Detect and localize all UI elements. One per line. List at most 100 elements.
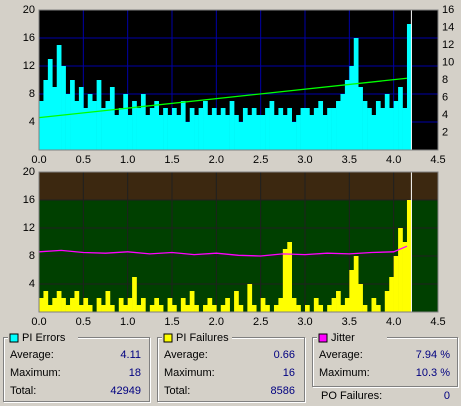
bar (132, 277, 137, 312)
bar (260, 298, 266, 312)
x-tick-label: 3.0 (297, 154, 312, 166)
bar (61, 66, 66, 150)
bar (225, 115, 230, 150)
bar (242, 108, 248, 150)
bar (118, 298, 124, 312)
bar (238, 122, 244, 150)
y-tick-label: 4 (29, 278, 35, 290)
bar (105, 101, 111, 150)
bar (362, 101, 368, 150)
y2-tick-label: 6 (442, 91, 448, 103)
bar (207, 115, 213, 150)
stat-value: 18 (129, 367, 141, 379)
bar (389, 277, 394, 312)
bar (123, 94, 128, 150)
bar (185, 305, 191, 312)
stat-value: 10.3 % (416, 367, 450, 379)
stat-label: Maximum: (10, 367, 61, 379)
bar (340, 94, 346, 150)
bar (282, 249, 288, 312)
bar (273, 305, 279, 312)
bar (313, 108, 319, 150)
x-tick-label: 0.0 (31, 154, 46, 166)
bar (78, 305, 84, 312)
stat-value: 8586 (271, 385, 295, 397)
line (38, 77, 408, 119)
bar (300, 108, 306, 150)
y-tick-label: 16 (23, 194, 35, 206)
legend-swatch (9, 333, 19, 343)
bar (118, 108, 124, 150)
bar (238, 305, 244, 312)
bar (127, 298, 133, 312)
x-tick-label: 2.0 (209, 154, 224, 166)
bar (180, 298, 186, 312)
bar (331, 108, 337, 150)
stat-label: PO Failures: (321, 390, 382, 402)
title-background (317, 332, 387, 344)
bar (87, 94, 93, 150)
bar (375, 305, 381, 312)
bar (358, 87, 363, 150)
stat-value: 0.66 (274, 349, 295, 361)
bar (136, 108, 142, 150)
bar (336, 101, 341, 150)
bar (65, 305, 71, 312)
bar (340, 305, 346, 312)
bar (92, 101, 97, 150)
bar (70, 80, 75, 150)
bar (96, 80, 102, 150)
bar (251, 305, 257, 312)
bar (380, 108, 386, 150)
bar (296, 305, 301, 312)
panel-title: Jitter (331, 332, 355, 344)
bar (353, 256, 359, 312)
bar (220, 108, 226, 150)
stat-label: Maximum: (164, 367, 215, 379)
bar (265, 305, 270, 312)
stat-value: 42949 (110, 385, 141, 397)
bar (322, 115, 328, 150)
bar (291, 298, 297, 312)
bar (278, 298, 284, 312)
stat-label: Maximum: (319, 367, 370, 379)
bar (398, 87, 403, 150)
x-tick-label: 1.5 (164, 154, 179, 166)
bar (167, 115, 173, 150)
stat-label: Total: (10, 385, 36, 397)
bar (247, 284, 253, 312)
bar (375, 101, 381, 150)
stat-label: Average: (319, 349, 363, 361)
x-tick-label: 1.5 (164, 316, 179, 328)
plot-frame (38, 9, 439, 151)
x-tick-label: 0.0 (31, 316, 46, 328)
bar (402, 242, 408, 312)
bar (269, 101, 275, 150)
bar (367, 108, 372, 150)
bar (402, 108, 408, 150)
bar (109, 305, 115, 312)
bar (158, 115, 164, 150)
bar (344, 298, 350, 312)
bar (282, 115, 288, 150)
x-tick-label: 2.5 (253, 154, 268, 166)
bar (78, 87, 84, 150)
bar (318, 101, 324, 150)
bar (56, 291, 62, 312)
title-background (162, 332, 232, 344)
bar (180, 101, 186, 150)
bar (260, 115, 266, 150)
bar (305, 108, 310, 150)
bar (336, 291, 341, 312)
bar (225, 298, 230, 312)
bar (344, 80, 350, 150)
bar (47, 305, 53, 312)
bar (384, 291, 390, 312)
x-tick-label: 4.5 (430, 316, 445, 328)
bar (256, 115, 261, 150)
bar (203, 305, 208, 312)
panel-frame (313, 338, 459, 388)
bar (349, 66, 355, 150)
x-tick-label: 0.5 (76, 316, 91, 328)
bar (251, 108, 257, 150)
